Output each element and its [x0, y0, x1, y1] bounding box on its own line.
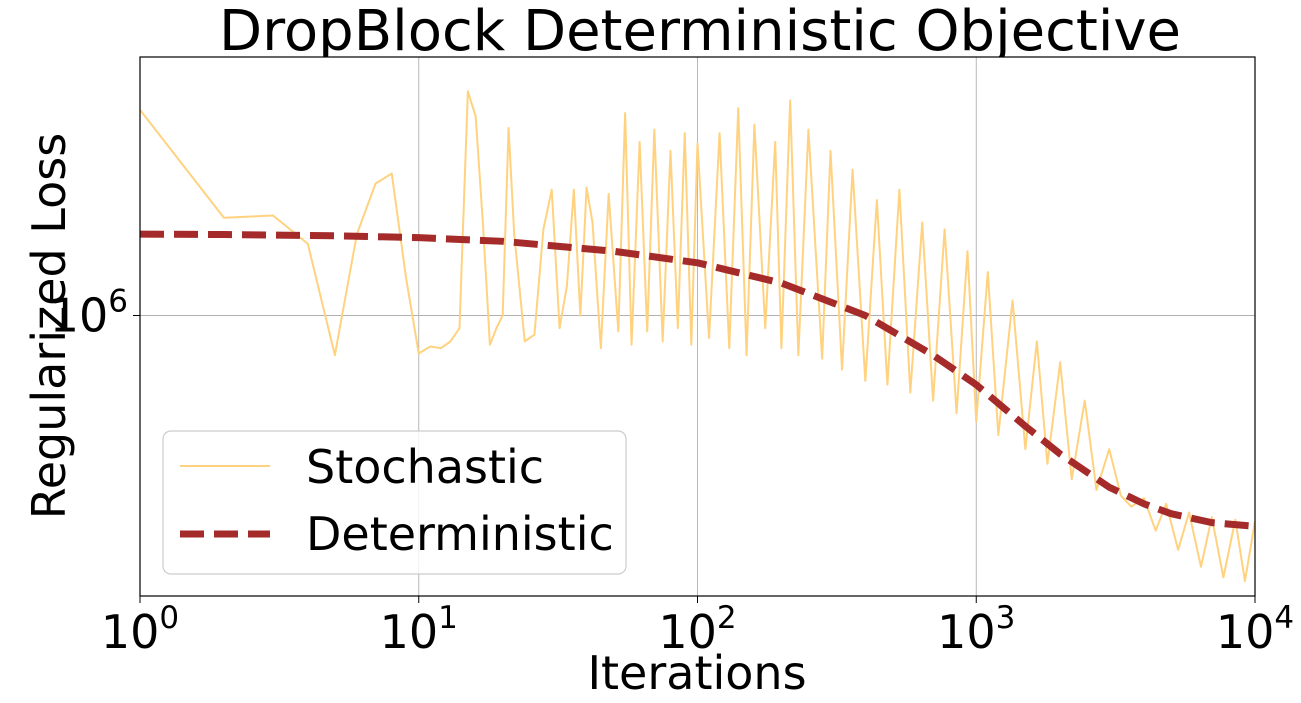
x-tick-label: 104: [1216, 600, 1294, 659]
x-axis-ticks: 100 101 102 103 104: [101, 596, 1294, 659]
x-tick-label: 102: [658, 600, 736, 659]
legend-label-deterministic: Deterministic: [306, 507, 614, 561]
chart-title: DropBlock Deterministic Objective: [219, 0, 1181, 64]
series-line-deterministic: [140, 230, 1255, 530]
x-tick-label: 103: [937, 600, 1015, 659]
x-tick-label: 100: [101, 600, 179, 659]
y-tick-label: 106: [50, 283, 128, 342]
legend: Stochastic Deterministic: [162, 430, 627, 575]
y-axis-label: Regularized Loss: [22, 133, 76, 519]
y-axis-ticks: 106: [50, 283, 140, 342]
legend-frame: [162, 430, 627, 575]
x-axis-label: Iterations: [587, 646, 806, 700]
series-line-stochastic: [140, 90, 1255, 583]
series-layer: [140, 90, 1255, 583]
x-tick-label: 101: [380, 600, 458, 659]
legend-label-stochastic: Stochastic: [306, 440, 544, 494]
